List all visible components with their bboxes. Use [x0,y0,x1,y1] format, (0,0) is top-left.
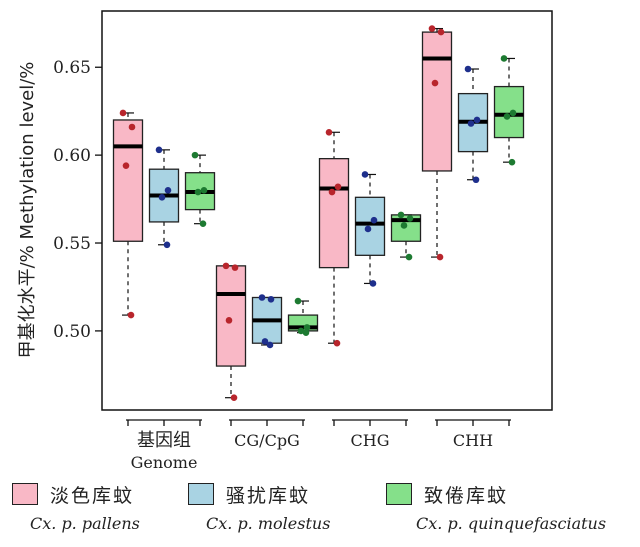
box-1-0 [148,146,180,249]
data-point [397,211,405,219]
box-iqr [421,31,453,172]
data-point [191,151,199,159]
data-point [158,194,166,201]
legend-swatch-molestus [188,483,214,505]
legend-label-sci: Cx. p. quinquefasciatus [416,514,607,533]
data-point [473,116,481,124]
data-point [361,171,369,178]
data-point [231,264,239,271]
legend-label-cn: 致倦库蚊 [424,484,509,507]
data-point [508,158,516,166]
x-tick-label: Genome [131,453,198,472]
box-iqr [354,196,386,256]
plot-frame [101,10,553,411]
legend-item-pallens: 淡色库蚊 Cx. p. pallens [12,478,140,544]
legend-label-cn: 骚扰库蚊 [226,484,311,507]
box-0-2 [318,128,350,347]
data-point [194,188,202,196]
data-point [164,186,172,194]
data-point [163,241,171,249]
x-tick-label: CG/CpG [234,431,300,450]
methylation-box-plot: 0.50 0.55 0.60 0.65 基因组 Genome CG/CpG CHG CHH 甲… [17,10,553,472]
data-point [267,295,275,303]
data-point [258,294,266,301]
x-axis: 基因组 Genome CG/CpG CHG CHH [126,419,511,472]
box-0-0 [112,109,144,319]
y-tick-label: 0.55 [53,234,91,254]
data-point [333,339,341,347]
legend-label-sci: Cx. p. molestus [206,514,331,533]
box-2-3 [493,55,525,166]
box-series [112,25,525,401]
data-point [266,341,274,349]
data-point [303,324,311,331]
data-point [199,220,207,227]
data-point [464,65,472,73]
y-axis-title: 甲基化水平/% Methylation level/% [17,62,38,359]
data-point [230,394,238,401]
y-axis: 0.50 0.55 0.60 0.65 [53,58,102,342]
data-point [472,176,480,184]
data-point [334,183,342,191]
data-point [122,162,130,169]
data-point [297,327,305,335]
data-point [261,338,269,345]
data-point [127,311,135,319]
legend-swatch-quinquefasciatus [386,483,412,505]
data-point [222,262,230,270]
data-point [431,79,439,87]
y-tick-label: 0.60 [53,146,91,166]
data-point [328,188,336,196]
data-point [400,222,408,229]
data-point [500,55,508,62]
data-point [302,329,310,336]
box-2-0 [184,151,216,227]
data-point [128,123,136,131]
data-point [200,186,208,194]
box-0-3 [421,25,453,261]
x-tick-label-cn: 基因组 [137,430,191,451]
data-point [119,109,127,117]
box-2-1 [287,297,319,336]
box-1-1 [251,294,283,349]
legend-item-quinquefasciatus: 致倦库蚊 Cx. p. quinquefasciatus [386,478,606,544]
legend-swatch-pallens [12,483,38,505]
data-point [467,120,475,127]
box-iqr [215,265,247,367]
box-iqr [493,85,525,139]
x-tick-label: CHG [351,431,390,450]
data-point [155,146,163,154]
box-1-2 [354,171,386,287]
box-iqr [112,119,144,242]
y-tick-label: 0.50 [53,322,91,342]
data-point [503,113,511,120]
data-point [369,280,377,287]
box-2-2 [390,211,422,261]
legend-label-cn: 淡色库蚊 [50,484,135,507]
data-point [325,128,333,136]
data-point [509,109,517,117]
y-tick-label: 0.65 [53,58,91,78]
data-point [406,215,414,222]
box-1-3 [457,65,489,184]
data-point [294,297,302,305]
data-point [437,28,445,36]
data-point [225,317,233,324]
legend-label-sci: Cx. p. pallens [30,514,140,533]
data-point [428,25,436,32]
box-iqr [318,157,350,269]
data-point [370,216,378,224]
data-point [364,225,372,233]
x-tick-label: CHH [453,431,493,450]
data-point [436,253,444,261]
data-point [405,253,413,261]
box-0-1 [215,262,247,401]
legend-item-molestus: 骚扰库蚊 Cx. p. molestus [188,478,330,544]
